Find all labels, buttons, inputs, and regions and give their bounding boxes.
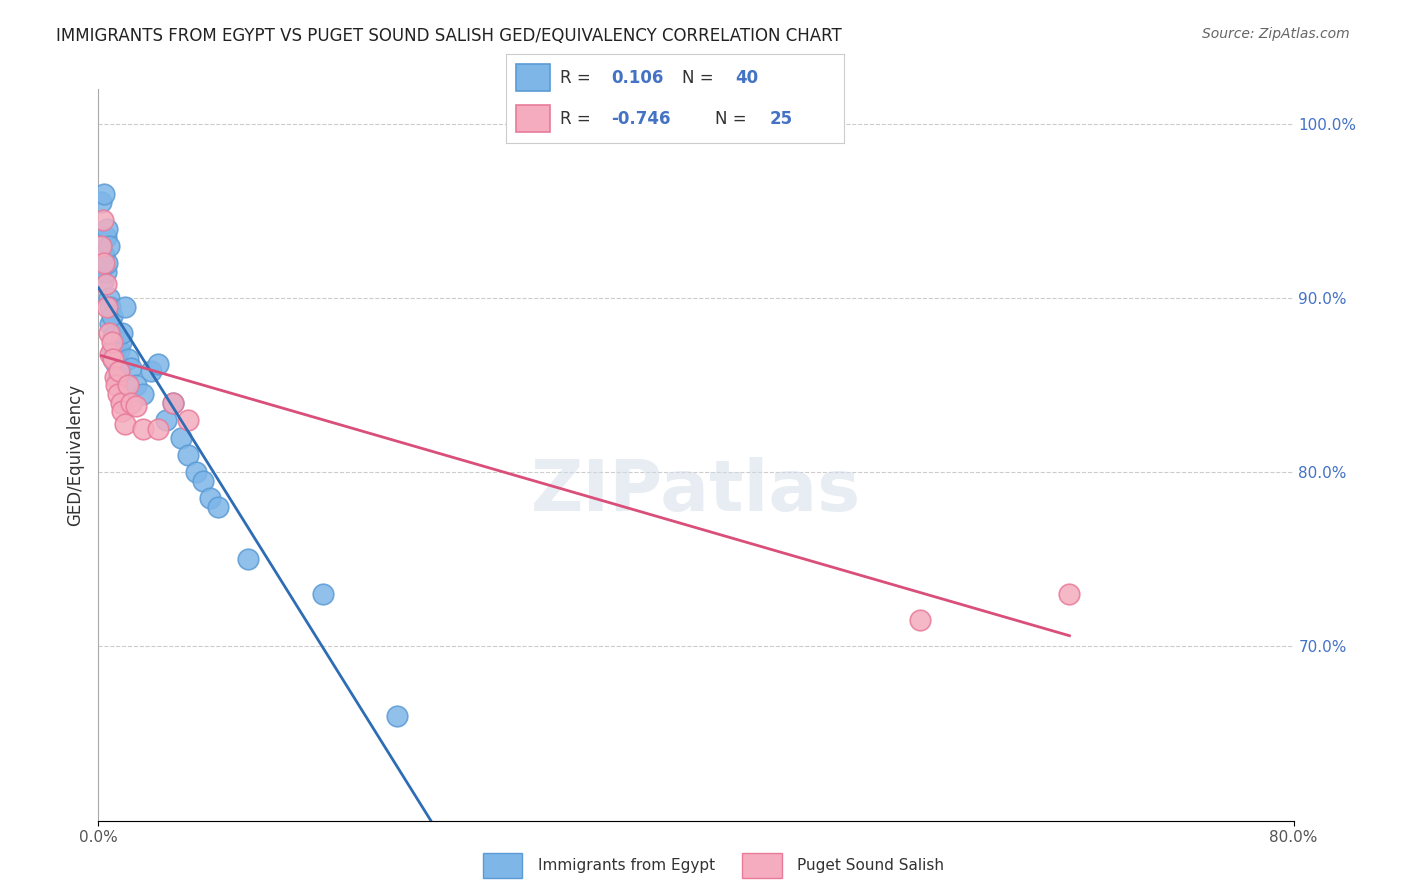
Point	[96, 256, 118, 270]
Point	[93, 256, 115, 270]
Point	[103, 352, 125, 367]
Point	[200, 491, 222, 506]
Text: R =: R =	[560, 110, 596, 128]
Point	[191, 474, 214, 488]
Point	[94, 277, 117, 292]
Text: N =: N =	[682, 69, 718, 87]
Point	[385, 709, 409, 723]
Point	[117, 352, 139, 367]
Point	[108, 343, 131, 358]
Point	[94, 230, 117, 244]
Point	[96, 300, 118, 314]
Point	[94, 265, 117, 279]
Point	[91, 212, 114, 227]
Point	[103, 352, 125, 367]
Point	[104, 343, 127, 358]
FancyBboxPatch shape	[742, 853, 782, 878]
Point	[93, 247, 115, 261]
FancyBboxPatch shape	[516, 64, 550, 91]
Point	[207, 500, 229, 515]
Point	[98, 318, 122, 332]
Point	[162, 395, 184, 409]
Point	[236, 552, 259, 566]
Point	[96, 221, 118, 235]
Text: Source: ZipAtlas.com: Source: ZipAtlas.com	[1202, 27, 1350, 41]
Text: 25: 25	[769, 110, 793, 128]
FancyBboxPatch shape	[482, 853, 522, 878]
Point	[90, 239, 112, 253]
Point	[108, 364, 131, 378]
Point	[97, 239, 120, 253]
Point	[132, 387, 155, 401]
Point	[132, 422, 155, 436]
Point	[103, 329, 125, 343]
Text: 0.106: 0.106	[610, 69, 664, 87]
Point	[114, 300, 136, 314]
Point	[111, 326, 134, 340]
Point	[125, 399, 148, 413]
Point	[105, 357, 128, 371]
Point	[155, 413, 177, 427]
Text: IMMIGRANTS FROM EGYPT VS PUGET SOUND SALISH GED/EQUIVALENCY CORRELATION CHART: IMMIGRANTS FROM EGYPT VS PUGET SOUND SAL…	[56, 27, 842, 45]
Text: N =: N =	[716, 110, 752, 128]
Point	[98, 347, 122, 361]
Point	[139, 364, 162, 378]
Text: Puget Sound Salish: Puget Sound Salish	[797, 858, 945, 872]
Point	[107, 369, 129, 384]
Point	[97, 291, 120, 305]
Point	[110, 334, 132, 349]
Point	[117, 378, 139, 392]
Text: 40: 40	[735, 69, 759, 87]
Point	[908, 613, 931, 627]
Point	[120, 360, 142, 375]
Point	[101, 334, 124, 349]
Point	[1059, 587, 1081, 601]
Point	[105, 378, 128, 392]
Point	[107, 387, 129, 401]
Point	[177, 413, 200, 427]
Text: ZIPatlas: ZIPatlas	[531, 457, 860, 526]
Point	[97, 326, 120, 340]
Point	[90, 195, 112, 210]
Point	[98, 300, 122, 314]
Point	[114, 417, 136, 431]
Point	[101, 343, 124, 358]
Point	[184, 466, 207, 480]
Point	[169, 430, 191, 444]
Point	[162, 395, 184, 409]
Point	[311, 587, 333, 601]
Text: R =: R =	[560, 69, 596, 87]
FancyBboxPatch shape	[516, 105, 550, 132]
Point	[104, 369, 127, 384]
Point	[93, 186, 115, 201]
Point	[148, 357, 170, 371]
Y-axis label: GED/Equivalency: GED/Equivalency	[66, 384, 84, 526]
Point	[91, 274, 114, 288]
Point	[110, 395, 132, 409]
Text: -0.746: -0.746	[610, 110, 671, 128]
Point	[148, 422, 170, 436]
Point	[101, 309, 124, 323]
Text: Immigrants from Egypt: Immigrants from Egypt	[537, 858, 714, 872]
Point	[125, 378, 148, 392]
Point	[177, 448, 200, 462]
Point	[120, 395, 142, 409]
Point	[111, 404, 134, 418]
